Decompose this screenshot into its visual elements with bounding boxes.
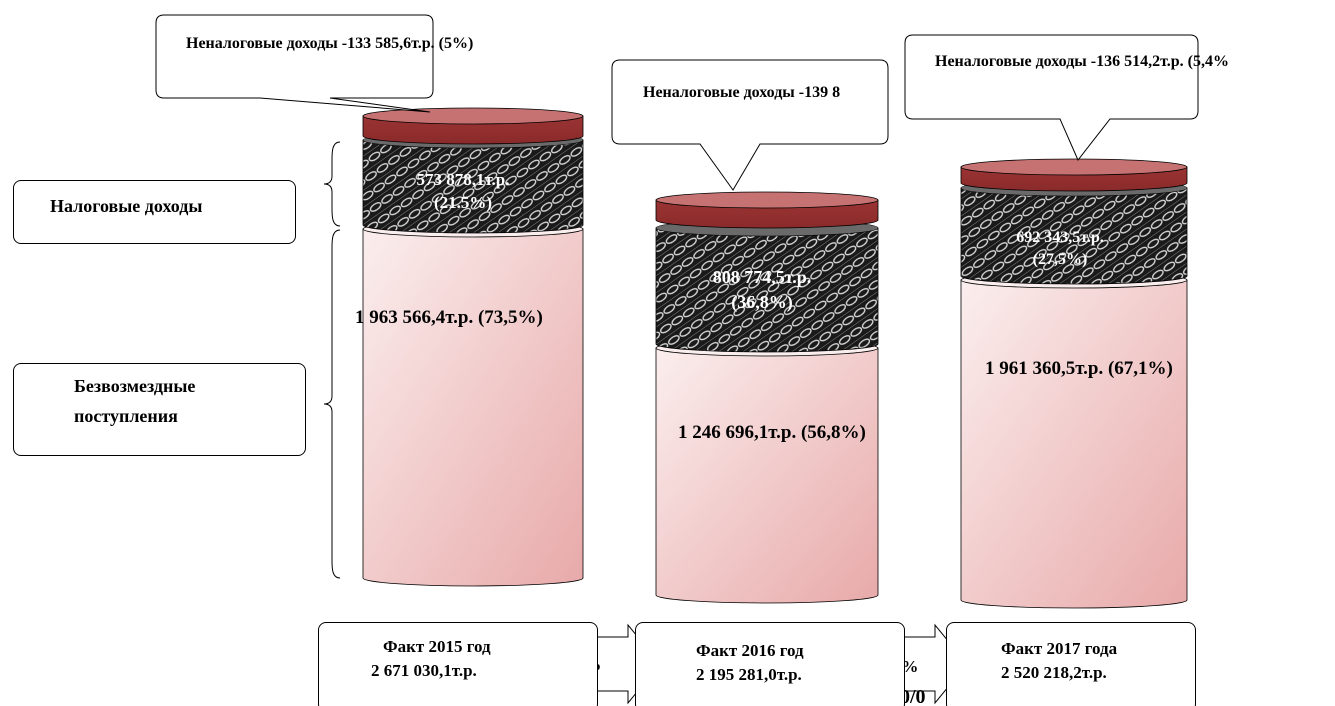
bar-nontax-top-2016 <box>655 191 879 209</box>
label-gratuitous-2016: 1 246 696,1т.р. (56,8%) <box>678 422 866 443</box>
label-gratuitous-2015: 1 963 566,4т.р. (73,5%) <box>355 307 543 328</box>
bar-tax-2017 <box>960 187 1188 285</box>
label-nontax-2016: Неналоговые доходы -139 8 <box>643 84 840 101</box>
total-box-2016: Факт 2016 год 2 195 281,0т.р. <box>635 622 905 706</box>
total-box-2015: Факт 2015 год 2 671 030,1т.р. <box>318 622 598 706</box>
label-tax-2017: 692 343,5т.р. <box>1016 229 1104 246</box>
callout-bubble-2015 <box>155 14 434 113</box>
bar-gratuitous-2016 <box>655 347 879 604</box>
label-gratuitous-2017: 1 961 360,5т.р. (67,1%) <box>985 358 1173 379</box>
label-nontax-2017: Неналоговые доходы -136 514,2т.р. (5,4% <box>935 53 1229 70</box>
legend-gratuitous-line1: Безвозмездные <box>74 376 196 396</box>
label-tax-sub-2017: (27,5%) <box>1033 251 1088 268</box>
total-box-2017: Факт 2017 года 2 520 218,2т.р. <box>946 622 1196 706</box>
label-tax-2016: 808 774,5т.р. <box>713 267 812 287</box>
bar-gratuitous-2015 <box>362 228 584 587</box>
total-value-2017: 2 520 218,2т.р. <box>1001 663 1107 682</box>
label-nontax-2015: Неналоговые доходы -133 585,6т.р. (5%) <box>186 35 473 52</box>
callout-bubble-2017 <box>904 34 1199 161</box>
label-tax-sub-2015: (21.5%) <box>434 193 492 212</box>
legend-gratuitous-line2: поступления <box>74 406 178 426</box>
legend-tax-box: Налоговые доходы <box>13 180 296 244</box>
label-tax-2015: 573 878,1т.р. <box>416 170 509 189</box>
bar-gratuitous-2017 <box>960 279 1188 609</box>
callout-bubble-2016 <box>611 59 889 191</box>
bar-tax-2016 <box>655 227 879 353</box>
label-tax-sub-2016: (36,8%) <box>731 292 793 313</box>
bar-nontax-top-2017 <box>960 158 1188 176</box>
bar-tax-2015 <box>362 139 584 234</box>
total-year-2015: Факт 2015 год <box>383 637 491 656</box>
total-year-2016: Факт 2016 год <box>696 641 804 660</box>
legend-tax-brace <box>323 141 341 227</box>
legend-gratuitous-brace <box>323 229 341 579</box>
bar-nontax-top-2015 <box>362 107 584 125</box>
legend-gratuitous-box: Безвозмездные поступления <box>13 363 306 456</box>
total-value-2016: 2 195 281,0т.р. <box>696 665 802 684</box>
total-year-2017: Факт 2017 года <box>1001 639 1118 658</box>
total-value-2015: 2 671 030,1т.р. <box>371 661 477 680</box>
legend-tax-label: Налоговые доходы <box>50 196 203 216</box>
